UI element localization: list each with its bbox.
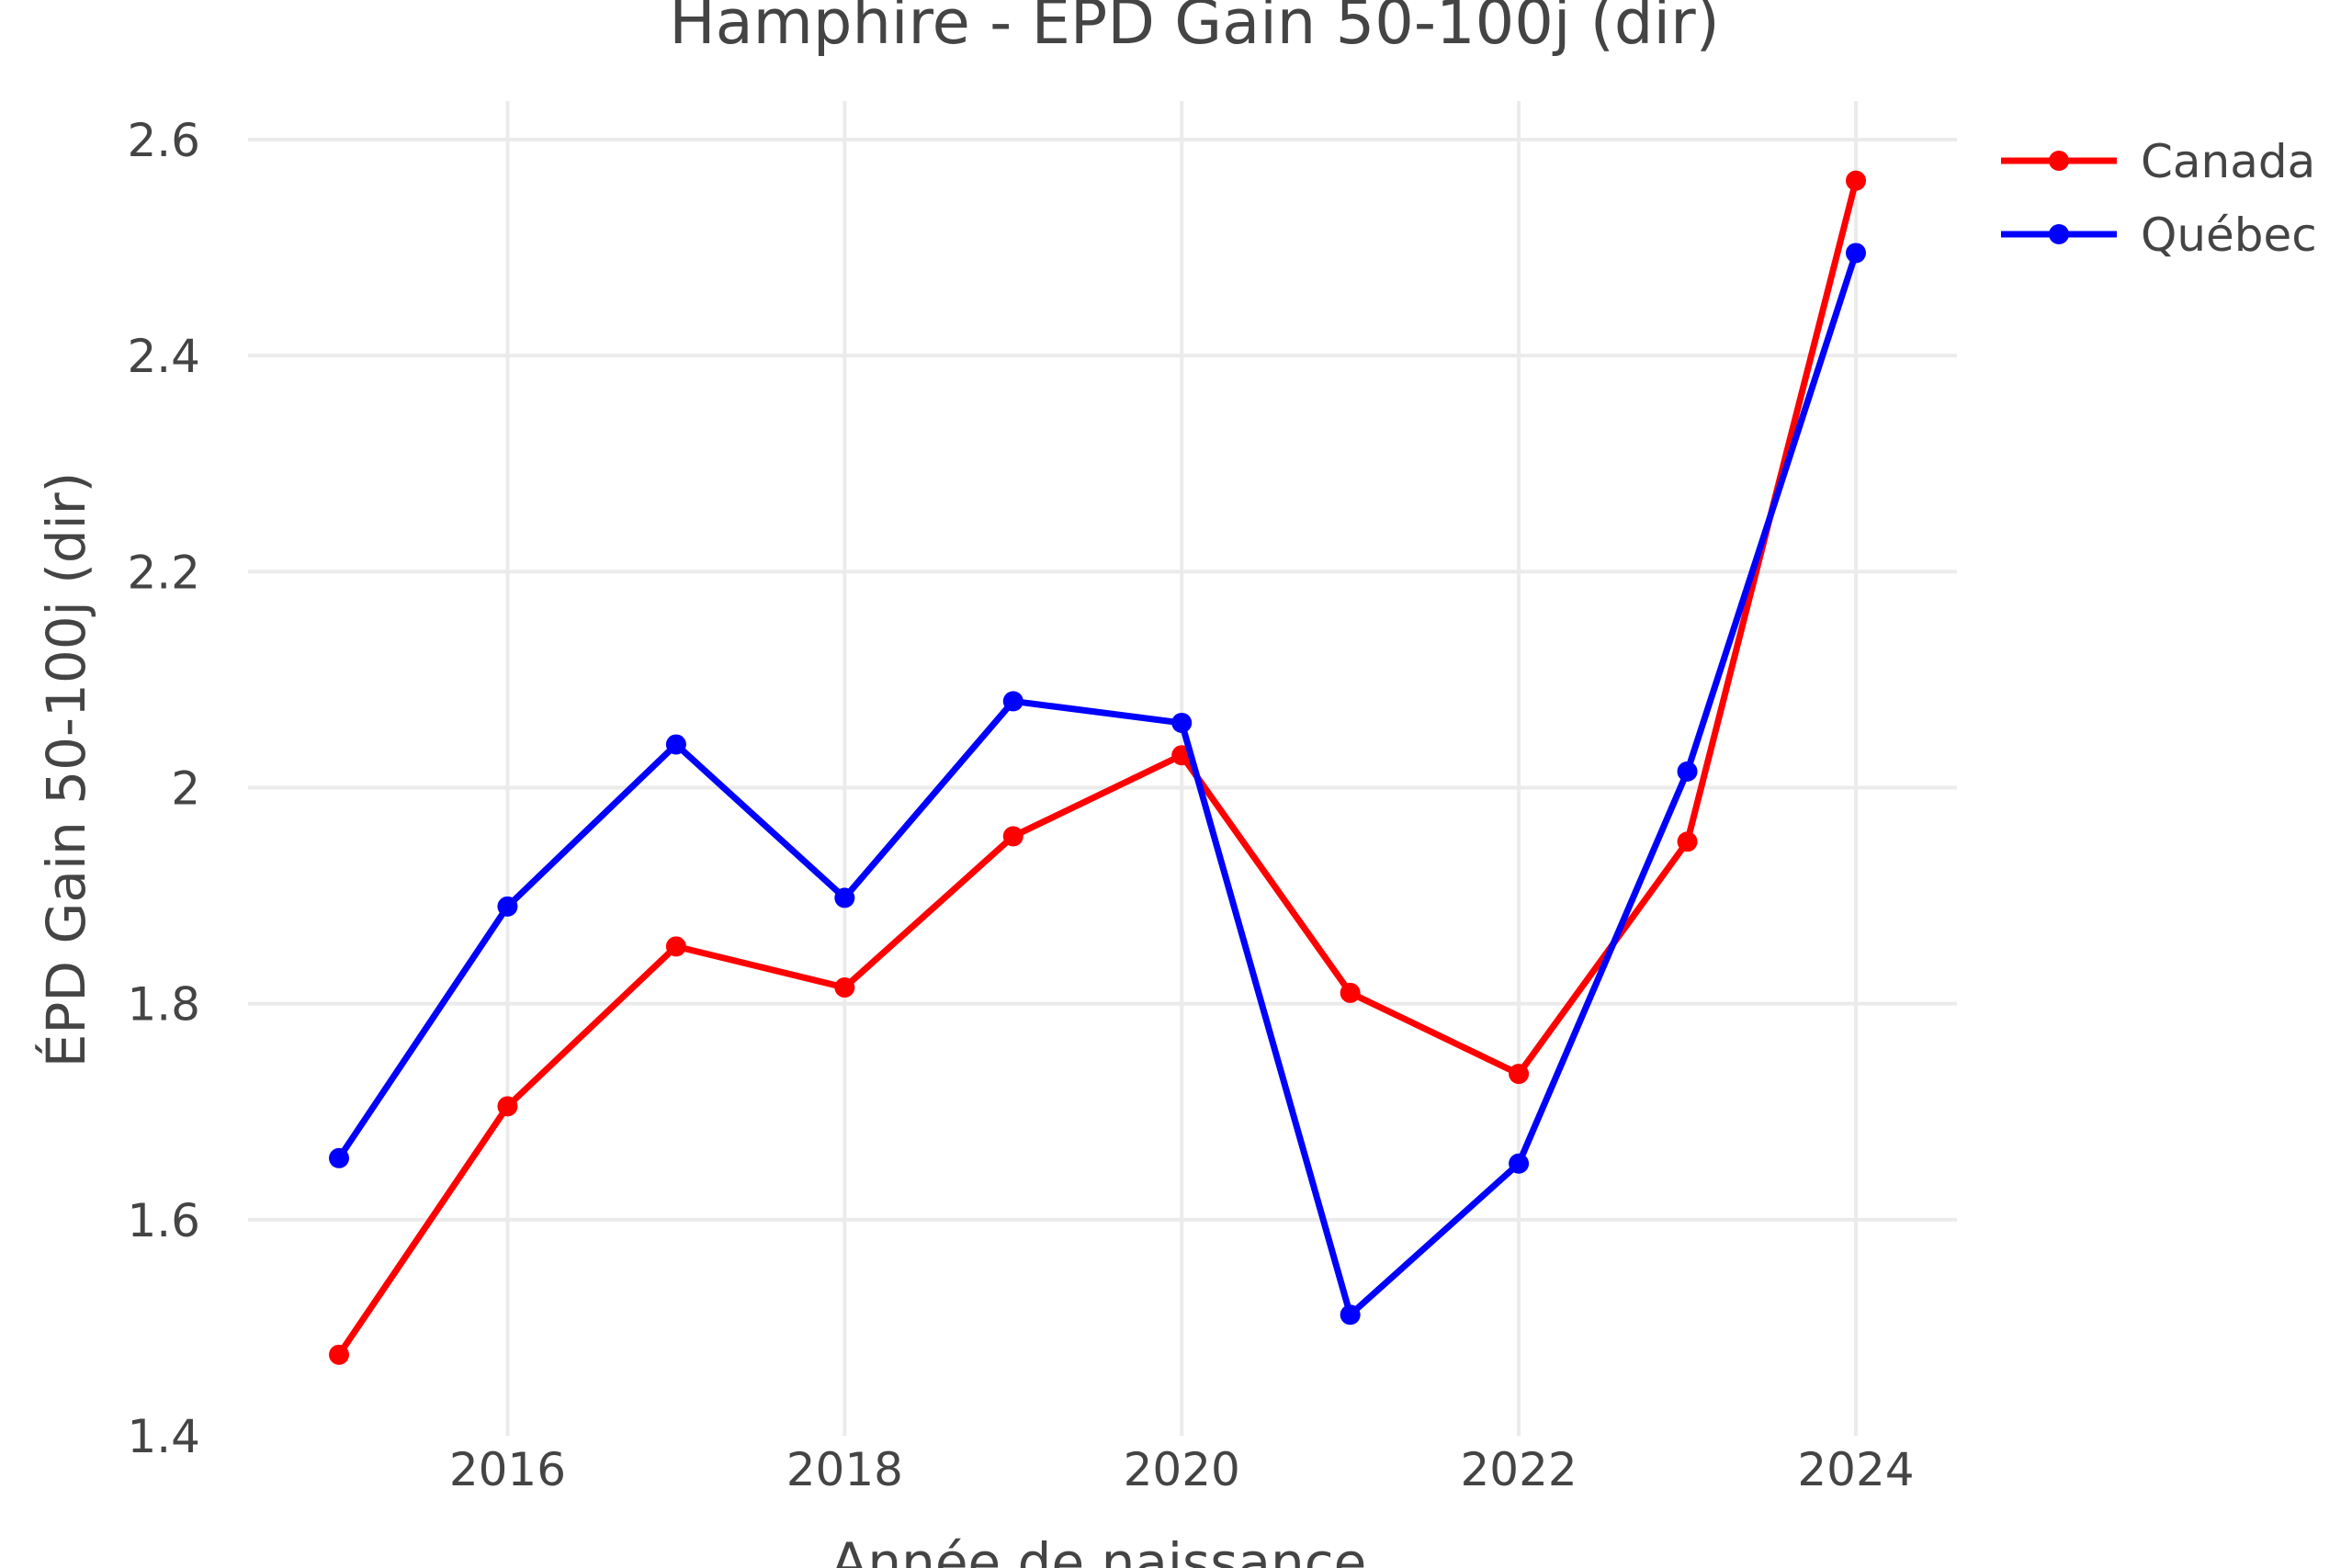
legend-item-qu-bec[interactable]: Québec — [2001, 209, 2317, 262]
y-axis-title: ÉPD Gain 50-100j (dir) — [34, 472, 97, 1068]
data-point-qu-bec[interactable] — [1509, 1153, 1530, 1174]
data-point-canada[interactable] — [1002, 826, 1023, 847]
x-tick-label: 2022 — [1460, 1443, 1577, 1496]
y-tick-label: 2.6 — [127, 114, 200, 167]
series-layer — [329, 170, 1866, 1365]
y-tick-label: 1.6 — [127, 1194, 200, 1247]
data-point-qu-bec[interactable] — [1846, 243, 1866, 264]
x-tick-label: 2018 — [786, 1443, 903, 1496]
legend-label: Canada — [2141, 135, 2315, 188]
chart-title: Hamphire - EPD Gain 50-100j (dir) — [669, 0, 1720, 58]
data-point-qu-bec[interactable] — [329, 1147, 349, 1168]
data-point-qu-bec[interactable] — [497, 896, 518, 917]
x-axis-title: Année de naissance — [831, 1531, 1367, 1568]
legend-item-canada[interactable]: Canada — [2001, 135, 2315, 188]
data-point-canada[interactable] — [497, 1096, 518, 1117]
y-tick-label: 2.4 — [127, 330, 200, 383]
data-point-qu-bec[interactable] — [834, 887, 855, 908]
y-axis-ticks: 1.4 1.6 1.8 2 2.2 2.4 2.6 — [127, 114, 200, 1463]
data-point-canada[interactable] — [1340, 982, 1361, 1003]
y-tick-label: 1.8 — [127, 978, 200, 1032]
data-point-canada[interactable] — [834, 977, 855, 998]
y-tick-label: 1.4 — [127, 1410, 200, 1463]
y-tick-label: 2 — [171, 762, 200, 816]
data-point-canada[interactable] — [1846, 170, 1866, 191]
data-point-qu-bec[interactable] — [665, 734, 686, 755]
series-canada — [329, 170, 1866, 1365]
gridlines — [248, 101, 1957, 1436]
data-point-qu-bec[interactable] — [1340, 1304, 1361, 1325]
y-tick-label: 2.2 — [127, 546, 200, 599]
series-line-qu-bec — [335, 249, 1860, 1318]
x-axis-ticks: 2016 2018 2020 2022 2024 — [449, 1443, 1915, 1496]
legend: Canada Québec — [2001, 135, 2317, 262]
x-tick-label: 2020 — [1124, 1443, 1240, 1496]
legend-swatch-marker — [2049, 151, 2069, 171]
data-point-canada[interactable] — [329, 1344, 349, 1365]
series-qu-bec — [329, 243, 1866, 1325]
data-point-qu-bec[interactable] — [1002, 691, 1023, 712]
data-point-canada[interactable] — [1677, 831, 1698, 852]
data-point-qu-bec[interactable] — [1677, 761, 1698, 782]
data-point-qu-bec[interactable] — [1171, 712, 1193, 733]
data-point-canada[interactable] — [1509, 1064, 1530, 1085]
series-line-canada — [335, 177, 1860, 1359]
x-tick-label: 2016 — [449, 1443, 566, 1496]
legend-label: Québec — [2141, 209, 2317, 262]
data-point-canada[interactable] — [665, 936, 686, 957]
legend-swatch-marker — [2049, 224, 2069, 244]
x-tick-label: 2024 — [1797, 1443, 1914, 1496]
